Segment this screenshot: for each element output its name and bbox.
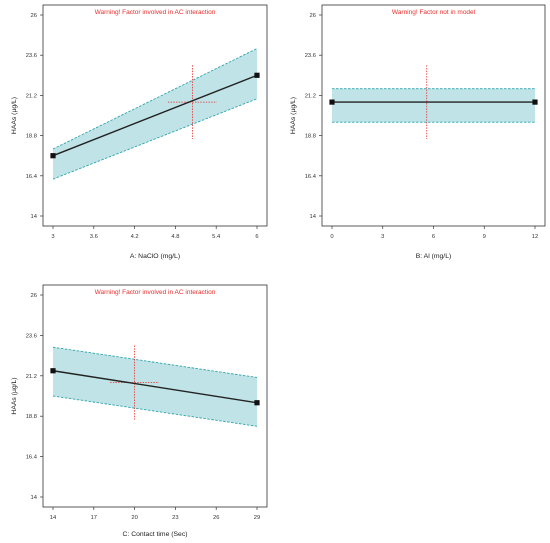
x-tick-label: 4.8 <box>171 234 179 240</box>
x-tick-label: 3 <box>381 234 384 240</box>
y-axis-label: HAAs (µg/L) <box>11 377 18 414</box>
x-tick-label: 4.2 <box>131 234 139 240</box>
ci-lower-line <box>52 98 258 180</box>
x-tick-label: 12 <box>532 234 538 240</box>
design-point-marker <box>50 368 56 374</box>
y-tick-label: 23.6 <box>305 53 316 59</box>
y-tick-label: 26 <box>31 293 37 299</box>
y-tick-label: 18.8 <box>305 134 316 140</box>
y-tick-label: 23.6 <box>26 333 37 339</box>
x-tick-label: 6 <box>432 234 435 240</box>
x-axis-label: B: Al (mg/L) <box>416 253 452 260</box>
x-tick-label: 29 <box>254 515 260 521</box>
y-tick-label: 16.4 <box>26 174 38 180</box>
design-point-marker <box>50 153 56 159</box>
x-tick-label: 9 <box>483 234 486 240</box>
y-tick-label: 26 <box>310 13 316 19</box>
ci-lower-line <box>52 395 258 427</box>
y-tick-label: 21.2 <box>305 93 316 99</box>
effect-line <box>52 74 258 157</box>
panel-c: Warning! Factor involved in AC interacti… <box>11 284 268 538</box>
panel-b: Warning! Factor not in model 0 3 6 9 12 14 16.4… <box>290 4 546 260</box>
x-tick-label: 3.6 <box>90 234 98 240</box>
design-point-marker <box>254 72 260 78</box>
ci-upper-line <box>52 346 258 378</box>
y-tick-label: 16.4 <box>26 455 38 461</box>
x-tick-label: 26 <box>213 515 219 521</box>
panel-a: Warning! Factor involved in AC interacti… <box>11 4 268 260</box>
y-tick-label: 23.6 <box>26 53 37 59</box>
confidence-band <box>332 88 535 123</box>
warning-text: Warning! Factor not in model <box>392 9 476 16</box>
y-tick-label: 14 <box>310 214 317 220</box>
x-tick-label: 3 <box>51 234 54 240</box>
x-tick-label: 20 <box>131 515 137 521</box>
x-tick-label: 5.4 <box>212 234 221 240</box>
x-tick-label: 14 <box>50 515 57 521</box>
y-tick-label: 16.4 <box>305 174 317 180</box>
x-tick-label: 23 <box>172 515 178 521</box>
warning-text: Warning! Factor involved in AC interacti… <box>95 289 216 296</box>
y-tick-label: 18.8 <box>26 414 37 420</box>
design-point-marker <box>329 99 335 105</box>
x-tick-label: 6 <box>255 234 258 240</box>
x-tick-label: 17 <box>91 515 97 521</box>
design-point-marker <box>254 400 260 406</box>
y-axis-label: HAAs (µg/L) <box>11 97 18 134</box>
design-point-marker <box>532 99 538 105</box>
y-tick-label: 18.8 <box>26 134 37 140</box>
ci-upper-line <box>52 48 258 150</box>
y-axis-label: HAAs (µg/L) <box>290 97 297 134</box>
y-tick-label: 14 <box>31 495 38 501</box>
confidence-band <box>53 48 257 180</box>
y-tick-label: 26 <box>31 13 37 19</box>
x-axis-label: A: NaClO (mg/L) <box>130 253 180 260</box>
y-tick-label: 21.2 <box>26 93 37 99</box>
warning-text: Warning! Factor involved in AC interacti… <box>95 9 216 16</box>
y-tick-label: 14 <box>31 214 38 220</box>
effect-line <box>52 370 258 404</box>
y-tick-label: 21.2 <box>26 374 37 380</box>
x-axis-label: C: Contact time (Sec) <box>123 531 188 538</box>
x-tick-label: 0 <box>330 234 333 240</box>
